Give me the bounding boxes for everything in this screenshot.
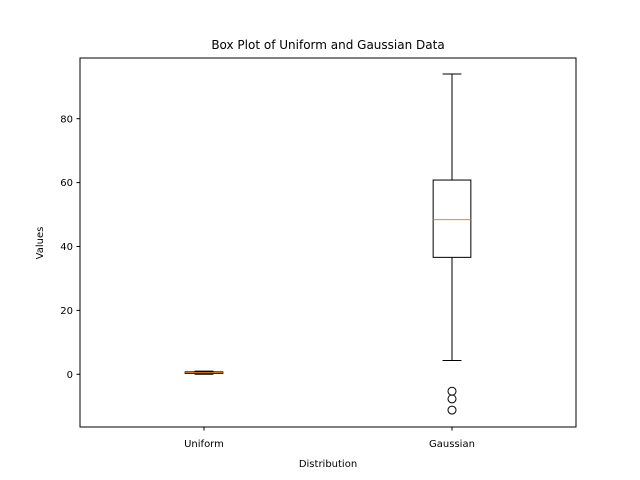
y-tick-label: 80 (60, 114, 73, 125)
box-body (432, 179, 472, 258)
x-axis: Uniform Gaussian (184, 427, 475, 450)
outlier-point (447, 386, 457, 396)
y-axis: 0 20 40 60 80 (60, 114, 80, 381)
x-tick-label: Gaussian (429, 439, 475, 450)
box-gaussian (432, 73, 472, 415)
y-tick-label: 20 (60, 306, 73, 317)
axes-frame (79, 57, 577, 428)
box-uniform (184, 370, 224, 375)
x-axis-label: Distribution (299, 459, 357, 470)
outlier-point (447, 394, 457, 404)
plot-area (184, 73, 472, 415)
chart-title: Box Plot of Uniform and Gaussian Data (211, 38, 444, 52)
outlier-point (447, 405, 457, 415)
x-tick-label: Uniform (184, 439, 224, 450)
y-tick-label: 40 (60, 242, 73, 253)
y-tick-label: 60 (60, 178, 73, 189)
y-axis-label: Values (35, 227, 46, 260)
y-tick-label: 0 (67, 370, 73, 381)
